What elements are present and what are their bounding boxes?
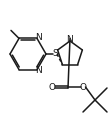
Text: N: N bbox=[66, 35, 73, 44]
Text: O: O bbox=[48, 82, 55, 92]
Text: N: N bbox=[35, 66, 42, 75]
Text: S: S bbox=[52, 50, 57, 59]
Text: O: O bbox=[79, 82, 86, 92]
Text: N: N bbox=[35, 33, 42, 42]
